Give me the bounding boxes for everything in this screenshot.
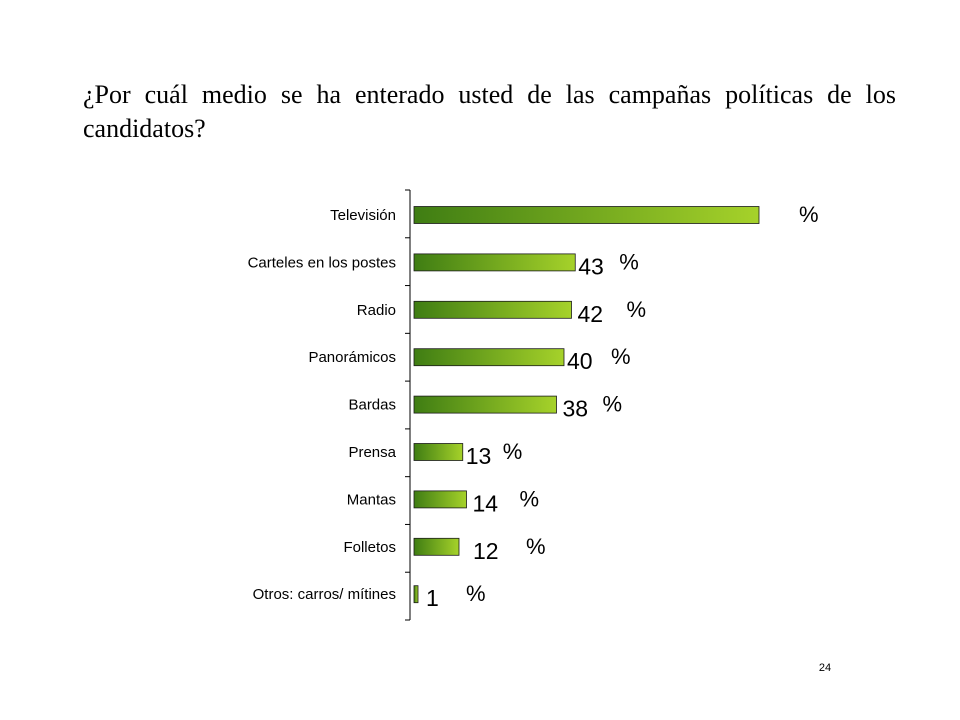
- percent-label: %: [619, 249, 639, 274]
- percent-label: %: [611, 344, 631, 369]
- value-label: 12: [473, 538, 499, 564]
- category-label: Prensa: [348, 444, 396, 461]
- category-label: Bardas: [348, 397, 396, 414]
- bar: [413, 300, 572, 319]
- value-label: 1: [426, 585, 439, 611]
- percent-label: %: [503, 439, 523, 464]
- percent-label: %: [466, 581, 486, 606]
- bar: [413, 585, 419, 604]
- bar: [413, 348, 565, 367]
- value-label: 40: [567, 348, 593, 374]
- page-number: 24: [818, 662, 832, 674]
- percent-label: %: [627, 297, 647, 322]
- bar: [413, 443, 464, 461]
- slide-title: ¿Por cuál medio se ha enterado usted de …: [83, 80, 896, 143]
- bar: [413, 537, 460, 556]
- category-label: Folletos: [343, 539, 396, 556]
- value-label: 42: [578, 301, 604, 327]
- value-label: 14: [473, 490, 499, 516]
- category-label: Radio: [357, 302, 396, 319]
- category-label: Otros: carros/ mítines: [253, 586, 396, 603]
- percent-label: %: [603, 392, 623, 417]
- percent-label: %: [526, 534, 546, 559]
- value-label: 38: [563, 396, 589, 422]
- category-label: Panorámicos: [308, 349, 396, 366]
- bar: [413, 395, 557, 414]
- percent-label: %: [799, 202, 819, 227]
- category-label: Mantas: [347, 491, 396, 508]
- bar: [413, 490, 467, 509]
- bar: [413, 206, 760, 224]
- value-label: 43: [578, 253, 604, 279]
- category-label: Carteles en los postes: [248, 254, 396, 271]
- percent-label: %: [520, 486, 540, 511]
- value-label: 13: [466, 443, 492, 469]
- category-label: Televisión: [330, 207, 396, 224]
- bar: [413, 253, 576, 272]
